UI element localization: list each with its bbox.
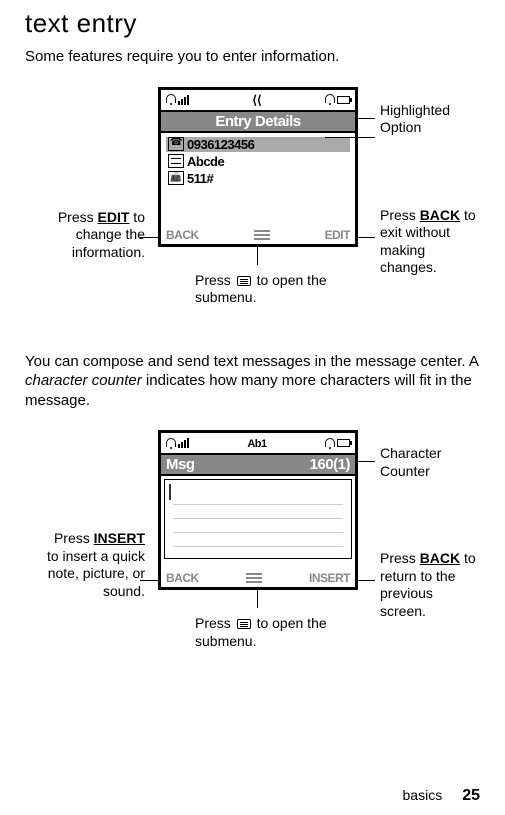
callout-insert: Press INSERT to insert a quick note, pic… [45,530,145,600]
entry-row-fax: 511# [166,171,350,186]
entry-row-name: Abcde [166,154,350,169]
menu-key-icon [237,619,251,629]
call-icon: ⟨⟨ [252,93,261,107]
screen-title: Entry Details [161,110,355,133]
text-cursor [169,484,171,500]
callout-edit: Press EDIT to change the information. [45,209,145,262]
softkey-back-2[interactable]: BACK [166,571,199,585]
ring-mode-icon [325,94,334,105]
callout-back: Press BACK to exit without making change… [380,207,485,277]
softkey-insert[interactable]: INSERT [309,571,350,585]
ring-icon [166,94,175,105]
callout-back-2: Press BACK to return to the previous scr… [380,550,480,620]
status-bar: ⟨⟨ [161,90,355,110]
message-text-area[interactable] [164,479,352,559]
entry-fax: 511# [187,171,213,186]
paragraph-2: You can compose and send text messages i… [25,352,480,411]
ring-mode-icon [325,438,334,449]
entry-row-phone: 0936123456 [166,137,350,152]
fax-icon [168,171,184,185]
menu-icon-2[interactable] [246,573,262,583]
callout-char-counter: Character Counter [380,445,480,480]
battery-icon [337,96,350,104]
battery-icon [337,439,350,447]
softkey-bar: BACK EDIT [166,228,350,242]
text-mode-indicator: Ab1 [247,436,266,450]
softkey-bar-2: BACK INSERT [166,571,350,585]
ring-icon [166,438,175,449]
name-icon [168,154,184,168]
screen-title-2: Msg 160(1) [161,453,355,476]
character-counter-value: 160(1) [310,456,350,473]
figure-entry-details: ⟨⟨ Entry Details 0936123456 Abcde [25,87,480,342]
callout-highlighted-option: Highlighted Option [380,102,480,137]
figure-msg: Ab1 Msg 160(1) BACK INSERT [25,430,480,700]
phone-icon [168,137,184,151]
entry-phone-number: 0936123456 [187,137,254,152]
softkey-edit[interactable]: EDIT [325,228,350,242]
signal-icon [178,438,189,448]
entry-name: Abcde [187,154,224,169]
page-footer: basics25 [403,787,480,805]
intro-paragraph: Some features require you to enter infor… [25,47,480,67]
menu-key-icon [237,276,251,286]
callout-menu-key-2: Press to open the submenu. [195,615,345,650]
menu-icon[interactable] [254,230,270,240]
page-heading: text entry [25,8,480,39]
signal-icon [178,95,189,105]
status-bar-2: Ab1 [161,433,355,453]
phone-screen-1: ⟨⟨ Entry Details 0936123456 Abcde [158,87,358,247]
callout-menu-key: Press to open the submenu. [195,272,345,307]
softkey-back[interactable]: BACK [166,228,199,242]
phone-screen-2: Ab1 Msg 160(1) BACK INSERT [158,430,358,590]
